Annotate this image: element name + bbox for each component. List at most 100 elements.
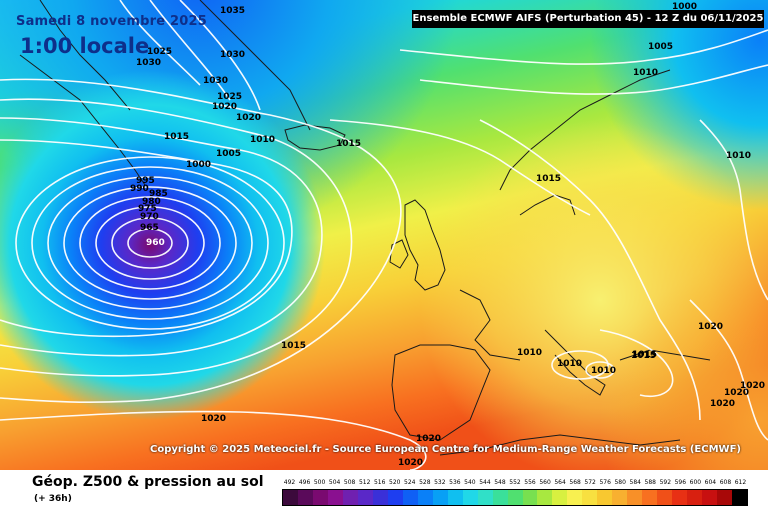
legend-swatch [672, 490, 688, 505]
pressure-label: 975 [138, 204, 157, 214]
legend-label: 544 [479, 479, 491, 486]
pressure-label: 1010 [250, 135, 275, 145]
isobar-1010 [0, 98, 353, 377]
pressure-label: 980 [142, 197, 161, 207]
isobar-1025-north [149, 0, 231, 101]
legend-panel: Géop. Z500 & pression au sol (+ 36h) 492… [0, 470, 768, 512]
legend-label: 596 [674, 479, 687, 486]
legend-swatch [477, 490, 493, 505]
pressure-label: 995 [136, 176, 155, 186]
pressure-label: 1020 [416, 434, 441, 444]
pressure-label: 1010 [633, 68, 658, 78]
legend-swatch [612, 490, 628, 505]
legend-label: 520 [389, 479, 401, 486]
legend-label: 492 [283, 479, 296, 486]
legend-label: 556 [524, 479, 536, 486]
pressure-label: 1000 [186, 160, 211, 170]
forecast-time: 1:00 locale [20, 34, 150, 58]
pressure-label: 1005 [216, 149, 241, 159]
isobar-980 [63, 186, 237, 300]
pressure-label: 1015 [631, 351, 656, 361]
legend-swatch [717, 490, 733, 505]
legend-label: 592 [659, 479, 672, 486]
pressure-label: 1015 [536, 174, 561, 184]
isobar-1005 [0, 117, 323, 357]
pressure-label: 960 [146, 238, 165, 248]
pressure-label: 1020 [710, 399, 735, 409]
pressure-label: 1030 [203, 76, 228, 86]
pressure-label: 1010 [591, 366, 616, 376]
legend-label: 536 [449, 479, 461, 486]
pressure-label: 1020 [212, 102, 237, 112]
legend-label: 508 [343, 479, 356, 486]
legend-swatch [522, 490, 538, 505]
pressure-label: 1020 [724, 388, 749, 398]
pressure-label: 1010 [517, 348, 542, 358]
copyright-notice: Copyright © 2025 Meteociel.fr - Source E… [150, 444, 741, 455]
legend-swatch [492, 490, 508, 505]
legend-swatch [507, 490, 523, 505]
legend-swatch [582, 490, 598, 505]
mediterranean-coast [439, 349, 711, 456]
legend-label: 600 [689, 479, 702, 486]
pressure-label: 1020 [398, 458, 423, 468]
legend-label: 528 [419, 479, 431, 486]
model-run-title: Ensemble ECMWF AIFS (Perturbation 45) - … [412, 10, 764, 28]
coastlines [19, 0, 711, 456]
legend-swatch [342, 490, 358, 505]
legend-swatch [552, 490, 568, 505]
legend-label: 504 [328, 479, 341, 486]
pressure-label: 985 [149, 189, 168, 199]
legend-label: 588 [644, 479, 656, 486]
legend-swatch [417, 490, 433, 505]
legend-swatch [597, 490, 613, 505]
legend-label: 532 [434, 479, 446, 486]
isobar-975 [79, 196, 221, 290]
isobar-970 [95, 206, 205, 280]
legend-label: 584 [629, 479, 641, 486]
legend-label: 524 [404, 479, 416, 486]
legend-swatch [297, 490, 313, 505]
legend-swatch [627, 490, 643, 505]
legend-swatch [732, 490, 748, 505]
legend-label: 560 [539, 479, 551, 486]
isobar-960 [127, 228, 173, 258]
forecast-date: Samedi 8 novembre 2025 [16, 14, 208, 29]
greenland-coast [19, 0, 311, 186]
chart-title: Géop. Z500 & pression au sol [32, 474, 264, 490]
pressure-label: 1030 [220, 50, 245, 60]
isobar-1010-east [699, 119, 768, 301]
legend-label: 564 [554, 479, 566, 486]
legend-swatch [357, 490, 373, 505]
forecast-step: (+ 36h) [34, 494, 72, 504]
isobar-1020-west [0, 410, 427, 470]
italy-coast [544, 329, 606, 396]
legend-label: 612 [734, 479, 747, 486]
color-scale-labels: 492 496 500 504 508 512 516 520 524 528 532 536 540 5… [282, 479, 748, 486]
pressure-label: 1015 [164, 132, 189, 142]
isobar-1015-balkans [599, 329, 674, 397]
isobar-1000 [0, 139, 293, 338]
legend-swatch [642, 490, 658, 505]
legend-swatch [432, 490, 448, 505]
france-coast [459, 289, 521, 361]
legend-swatch [312, 490, 328, 505]
british-isles-coast [389, 199, 446, 291]
legend-swatch [327, 490, 343, 505]
pressure-label: 1025 [147, 47, 172, 57]
legend-swatch [402, 490, 418, 505]
pressure-label: 1000 [672, 2, 697, 12]
pressure-label: 1015 [281, 341, 306, 351]
isobar-1005-north [399, 29, 768, 65]
pressure-label: 1035 [220, 6, 245, 16]
legend-label: 516 [373, 479, 386, 486]
legend-label: 512 [358, 479, 371, 486]
legend-label: 608 [719, 479, 732, 486]
pressure-label: 1020 [236, 113, 261, 123]
pressure-label: 1025 [217, 92, 242, 102]
legend-label: 568 [569, 479, 581, 486]
legend-swatch [657, 490, 673, 505]
isobar-1015-mid [329, 119, 591, 216]
legend-label: 580 [614, 479, 626, 486]
